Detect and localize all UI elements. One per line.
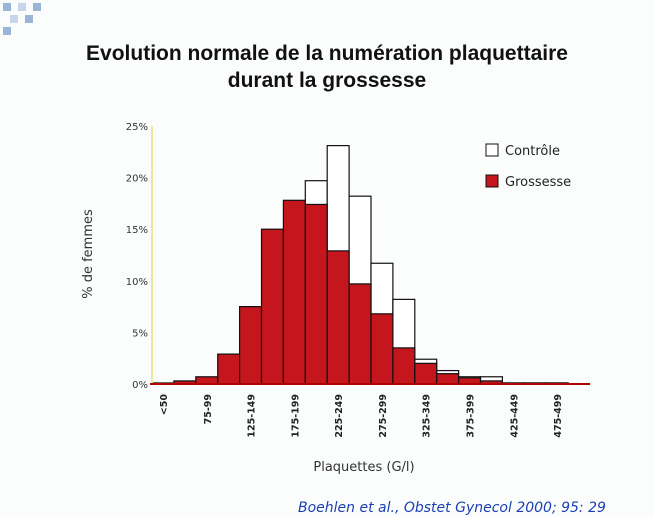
bar-grossesse-225-249 [326,250,350,385]
y-tick-label: 15% [126,225,148,236]
bar-grossesse-100-124 [217,353,241,385]
x-tick-label: 475-499 [553,394,564,438]
x-tick-label: 125-149 [247,394,258,438]
bar-grossesse-300-324 [392,347,416,385]
title-line-2: durant la grossesse [227,69,427,92]
y-axis-label: % de femmes [81,209,96,299]
legend-label-controle: Contrôle [505,144,560,159]
title-line-1: Evolution normale de la numération plaqu… [86,42,568,65]
y-tick-labels: 0% 5% 10% 15% 20% 25% [126,122,148,391]
bar-grossesse-275-299 [370,313,394,385]
y-tick-label: 20% [126,174,148,185]
legend-swatch-controle [485,143,499,157]
slide-title: Evolution normale de la numération plaqu… [40,40,614,94]
x-tick-label: 375-399 [466,394,477,438]
y-tick-label: 0% [132,380,148,391]
corner-decoration [3,3,41,35]
y-tick-label: 5% [132,328,148,339]
series-grossesse [151,199,569,385]
x-tick-label: 275-299 [378,394,389,438]
y-tick-label: 10% [126,277,148,288]
bar-grossesse-125-149 [239,306,263,385]
bar-grossesse-350-374 [436,373,460,385]
x-tick-label: 225-249 [334,394,345,438]
bar-grossesse-250-274 [348,283,372,385]
legend: Contrôle Grossesse [485,143,571,190]
bar-grossesse-175-199 [282,199,306,385]
citation: Boehlen et al., Obstet Gynecol 2000; 95:… [298,500,606,516]
x-tick-label: 425-449 [509,394,520,438]
bar-grossesse-325-349 [414,362,438,385]
bar-grossesse-150-174 [260,228,284,385]
x-tick-label: 175-199 [290,394,301,438]
x-tick-label: 75-99 [203,394,214,424]
bar-grossesse-75-99 [195,376,219,385]
y-tick-label: 25% [126,122,148,133]
x-tick-label: <50 [159,394,170,416]
x-tick-label: 325-349 [422,394,433,438]
x-axis-label: Plaquettes (G/l) [313,460,414,475]
x-tick-labels: <50 75-99 125-149 175-199 225-249 275-299 325-… [159,394,564,438]
bar-grossesse-200-224 [304,203,328,385]
legend-label-grossesse: Grossesse [505,175,571,190]
legend-swatch-grossesse [485,174,499,188]
axes [150,126,590,385]
